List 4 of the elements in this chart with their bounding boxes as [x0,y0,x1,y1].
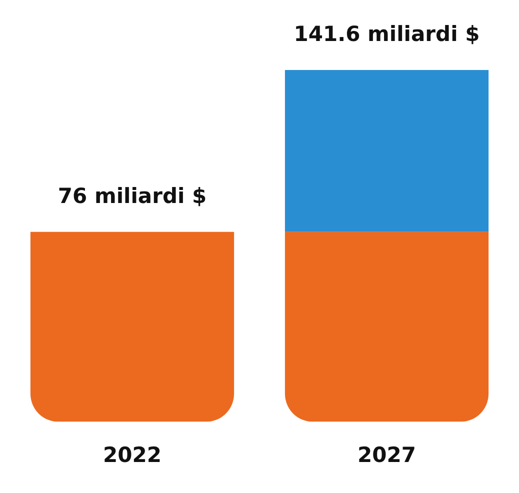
annotation: 141.6 miliardi $ [294,22,480,46]
x-tick-label: 2022 [103,442,162,467]
x-tick-label: 2027 [358,442,416,467]
annotation: 76 miliardi $ [58,184,207,208]
